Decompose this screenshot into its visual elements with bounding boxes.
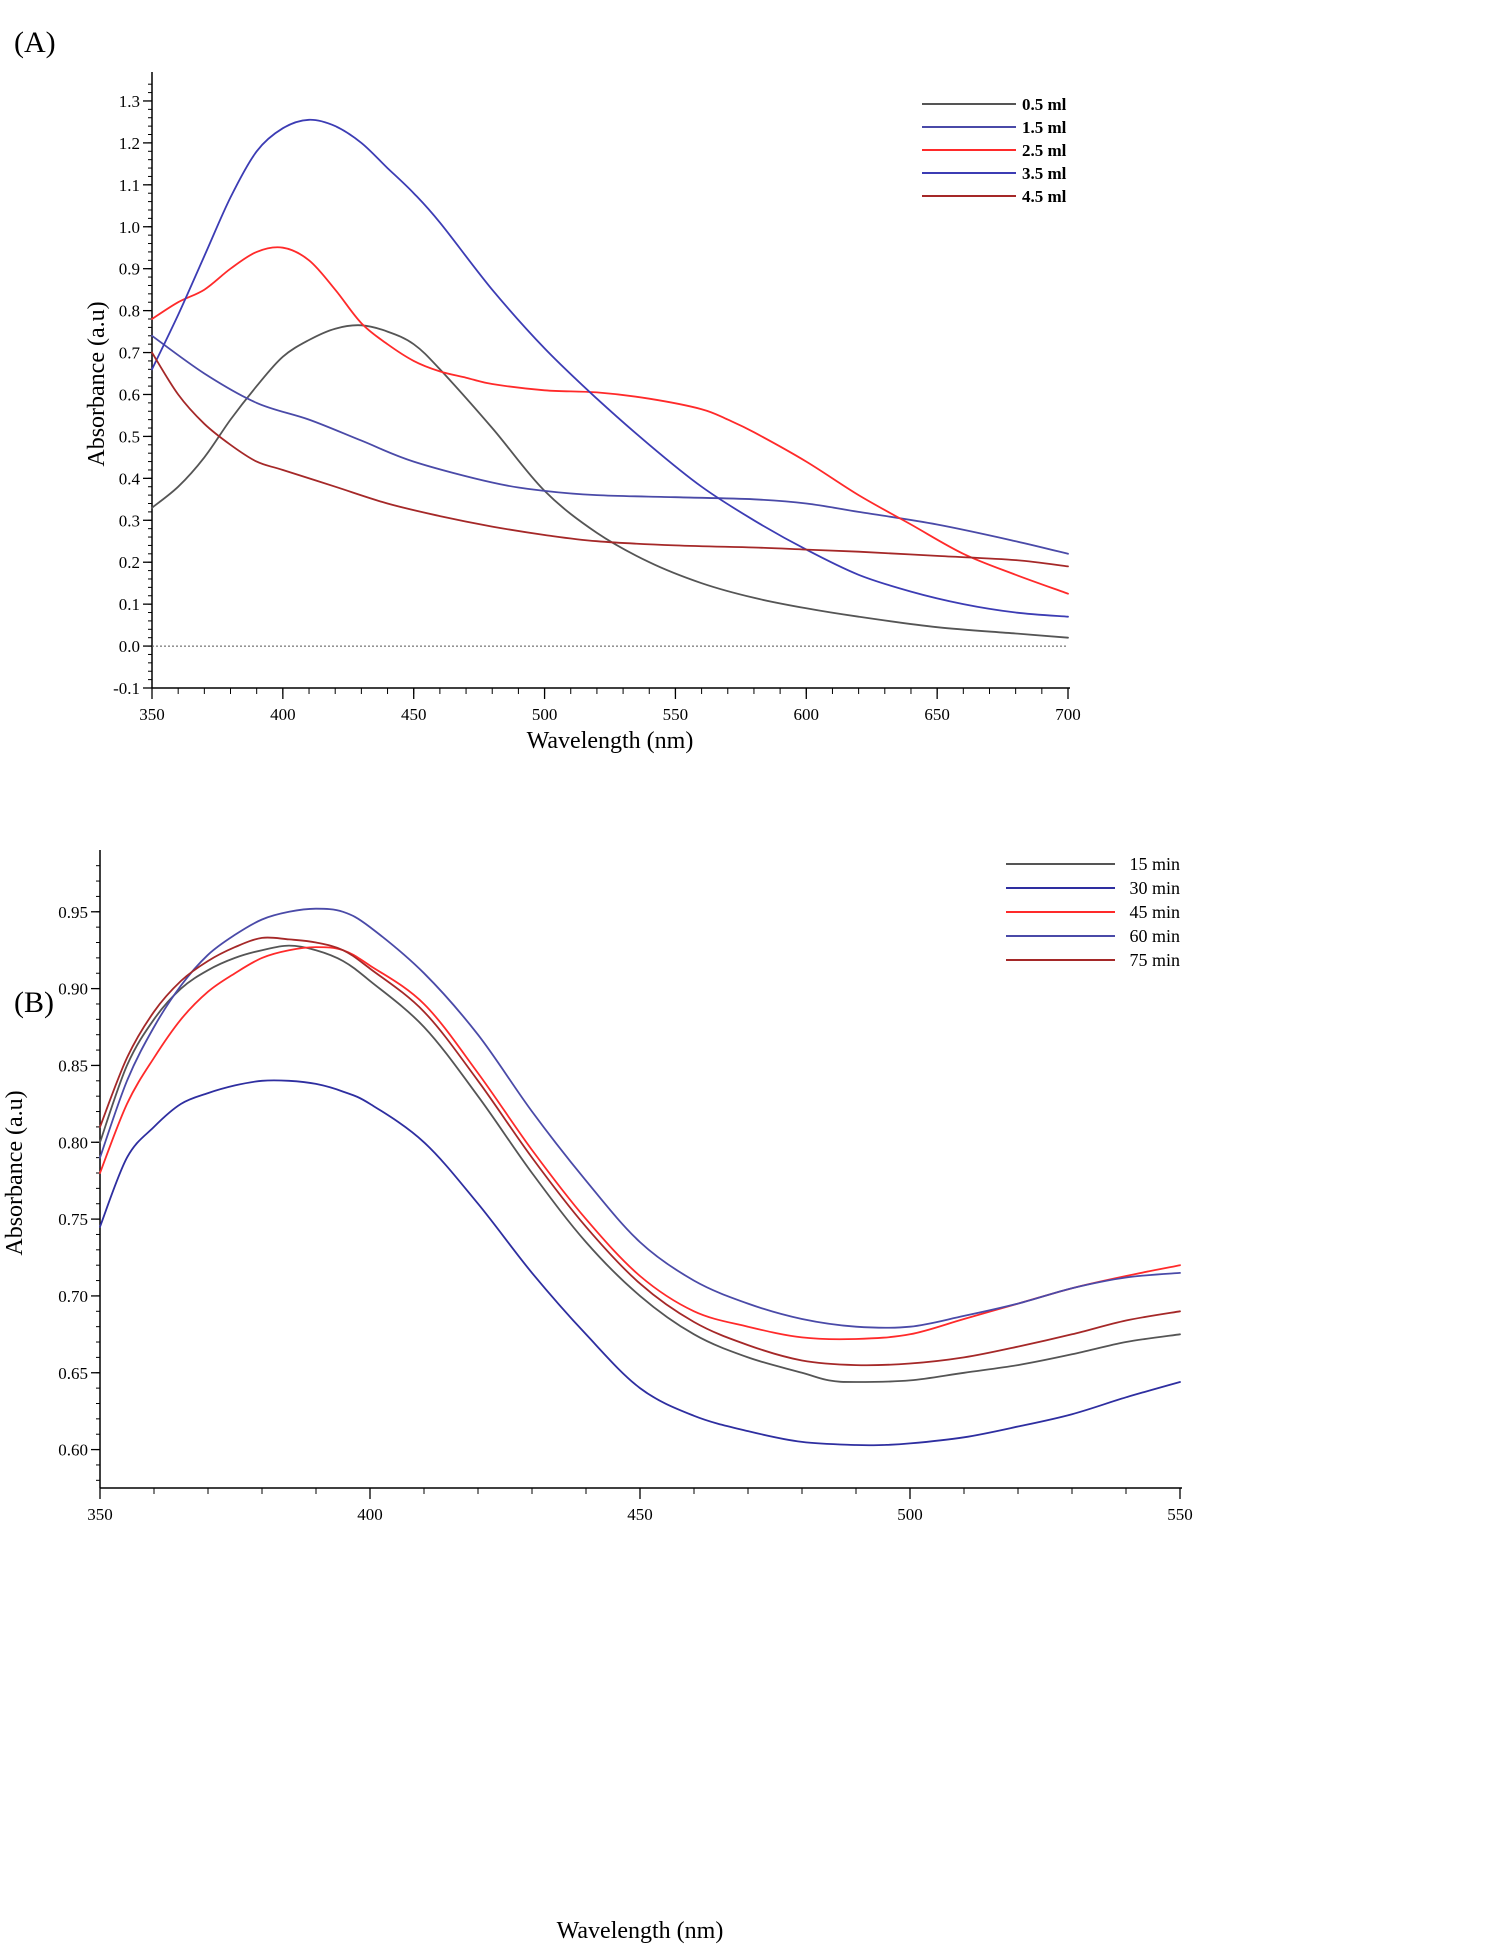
chart-a-x-tick-label: 400 <box>270 705 296 724</box>
chart-b-y-axis-title: Absorbance (a.u) <box>2 1090 28 1255</box>
chart-a-legend-label: 0.5 ml <box>1022 95 1067 114</box>
chart-b-y-tick-label: 0.60 <box>58 1441 88 1460</box>
chart-b-y-tick-label: 0.70 <box>58 1287 88 1306</box>
chart-a-x-tick-label: 650 <box>924 705 950 724</box>
chart-a-legend-label: 4.5 ml <box>1022 187 1067 206</box>
chart-a-y-tick-label: 0.7 <box>119 344 141 363</box>
chart-a-x-tick-label: 550 <box>663 705 689 724</box>
chart-b-legend-label: 45 min <box>1129 902 1180 922</box>
chart-a-y-tick-label: 1.1 <box>119 176 140 195</box>
chart-a-legend-label: 3.5 ml <box>1022 164 1067 183</box>
chart-a-y-tick-label: 1.3 <box>119 92 140 111</box>
chart-a-x-tick-label: 700 <box>1055 705 1081 724</box>
chart-b-y-tick-label: 0.80 <box>58 1133 88 1152</box>
chart-b-y-tick-label: 0.95 <box>58 903 88 922</box>
chart-a-y-tick-label: 0.8 <box>119 302 140 321</box>
chart-a-y-axis-title: Absorbance (a.u) <box>84 301 110 466</box>
chart-b-y-tick-label: 0.65 <box>58 1364 88 1383</box>
chart-a-y-tick-label: 0.9 <box>119 260 140 279</box>
chart-b-x-tick-label: 400 <box>357 1505 383 1524</box>
chart-b-legend-label: 75 min <box>1129 950 1180 970</box>
chart-a-y-tick-label: 1.2 <box>119 134 140 153</box>
chart-a-y-tick-label: 0.2 <box>119 553 140 572</box>
chart-a-series-line <box>151 334 1069 555</box>
chart-a: -0.1 0.0 0.1 0.2 0.3 0.4 0.5 0.6 0.7 0.8 0.9 1.0 1.1… <box>84 72 1081 754</box>
chart-a-series-line <box>151 246 1069 595</box>
chart-b-series-line <box>99 1079 1181 1447</box>
chart-b-series-line <box>99 907 1181 1329</box>
chart-b-x-tick-label: 450 <box>627 1505 653 1524</box>
chart-a-series-line <box>151 118 1069 618</box>
chart-a-y-tick-label: 0.4 <box>119 469 141 488</box>
chart-b: 0.60 0.65 0.70 0.75 0.80 0.85 0.90 0.95 350 400 45… <box>2 850 1193 1944</box>
chart-b-y-tick-label: 0.85 <box>58 1056 88 1075</box>
chart-a-series-line <box>151 351 1069 568</box>
chart-a-y-tick-label: 0.1 <box>119 595 140 614</box>
chart-a-legend-label: 2.5 ml <box>1022 141 1067 160</box>
panel-label-b: (B) <box>14 986 54 1019</box>
chart-b-y-tick-label: 0.75 <box>58 1210 88 1229</box>
chart-a-x-tick-label: 450 <box>401 705 427 724</box>
chart-a-y-tick-label: 0.6 <box>119 385 140 404</box>
chart-b-x-tick-label: 500 <box>897 1505 923 1524</box>
chart-a-legend-label: 1.5 ml <box>1022 118 1067 137</box>
panel-label-a: (A) <box>14 26 56 59</box>
chart-a-series-line <box>151 324 1069 639</box>
chart-b-series-line <box>99 946 1181 1341</box>
chart-a-y-tick-label: -0.1 <box>113 679 140 698</box>
chart-b-legend-label: 15 min <box>1129 854 1180 874</box>
chart-b-x-tick-label: 550 <box>1167 1505 1193 1524</box>
chart-a-y-tick-label: 0.3 <box>119 511 140 530</box>
chart-a-x-tick-label: 500 <box>532 705 558 724</box>
chart-b-x-tick-label: 350 <box>87 1505 113 1524</box>
chart-a-x-axis-title: Wavelength (nm) <box>527 728 694 754</box>
chart-b-x-axis-title: Wavelength (nm) <box>557 1918 724 1944</box>
chart-b-legend-label: 30 min <box>1129 878 1180 898</box>
chart-b-y-tick-label: 0.90 <box>58 980 88 999</box>
chart-a-x-tick-label: 350 <box>139 705 165 724</box>
chart-a-x-tick-label: 600 <box>794 705 820 724</box>
chart-b-series-line <box>99 944 1181 1383</box>
chart-a-y-tick-label: 1.0 <box>119 218 140 237</box>
chart-a-y-tick-label: 0.0 <box>119 637 140 656</box>
chart-b-legend-label: 60 min <box>1129 926 1180 946</box>
chart-b-series-line <box>99 936 1181 1367</box>
chart-a-y-tick-label: 0.5 <box>119 427 140 446</box>
